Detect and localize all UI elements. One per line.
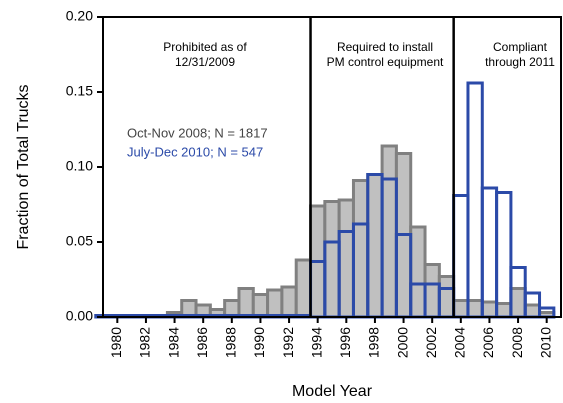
bar bbox=[495, 302, 513, 319]
bar bbox=[480, 300, 499, 319]
bar bbox=[380, 144, 398, 319]
x-tick-label: 1992 bbox=[280, 327, 296, 358]
bar bbox=[251, 293, 270, 319]
x-tick-label: 2002 bbox=[423, 327, 439, 358]
bar bbox=[294, 258, 313, 319]
bar bbox=[423, 263, 441, 319]
y-tick-label: 0.20 bbox=[66, 8, 93, 24]
bar bbox=[351, 179, 370, 319]
bar bbox=[337, 198, 355, 319]
x-axis-title: Model Year bbox=[292, 383, 373, 400]
y-axis-title: Fraction of Total Trucks bbox=[15, 84, 32, 249]
annotation: through 2011 bbox=[485, 55, 555, 69]
bar bbox=[409, 225, 427, 319]
bar bbox=[237, 287, 255, 319]
x-tick-label: 1984 bbox=[165, 327, 181, 358]
x-tick-label: 1986 bbox=[194, 327, 210, 358]
x-tick-label: 1982 bbox=[137, 327, 153, 358]
bar bbox=[466, 299, 484, 319]
x-tick-label: 1996 bbox=[337, 327, 353, 358]
bar bbox=[495, 191, 513, 319]
y-tick-label: 0.15 bbox=[66, 83, 93, 99]
bar bbox=[523, 303, 542, 319]
annotation: 12/31/2009 bbox=[175, 55, 235, 69]
bar bbox=[366, 173, 384, 319]
bar bbox=[452, 299, 470, 319]
bar bbox=[480, 186, 499, 319]
legend-label: July-Dec 2010; N = 547 bbox=[127, 144, 263, 159]
legend-label: Oct-Nov 2008; N = 1817 bbox=[127, 125, 268, 140]
x-tick-label: 2010 bbox=[537, 327, 553, 358]
x-tick-label: 2006 bbox=[480, 327, 496, 358]
x-tick-label: 2008 bbox=[509, 327, 525, 358]
x-tick-label: 1988 bbox=[223, 327, 239, 358]
bar bbox=[323, 200, 341, 319]
annotation: PM control equipment bbox=[327, 55, 444, 69]
bar bbox=[437, 275, 456, 319]
y-tick-label: 0.05 bbox=[66, 233, 93, 249]
x-tick-label: 2004 bbox=[452, 327, 468, 358]
bar bbox=[509, 287, 527, 319]
annotation: Compliant bbox=[493, 40, 548, 54]
x-tick-label: 1998 bbox=[366, 327, 382, 358]
bar bbox=[466, 81, 484, 319]
bar bbox=[266, 288, 284, 319]
bar bbox=[280, 285, 298, 319]
x-tick-label: 1980 bbox=[108, 327, 124, 358]
annotation: Required to install bbox=[337, 40, 433, 54]
x-tick-label: 1990 bbox=[251, 327, 267, 358]
x-tick-label: 2000 bbox=[394, 327, 410, 358]
annotation: Prohibited as of bbox=[163, 40, 247, 54]
x-tick-label: 1994 bbox=[308, 327, 324, 358]
y-tick-label: 0.10 bbox=[66, 158, 93, 174]
bar bbox=[452, 194, 470, 319]
y-tick-label: 0.00 bbox=[66, 308, 93, 324]
